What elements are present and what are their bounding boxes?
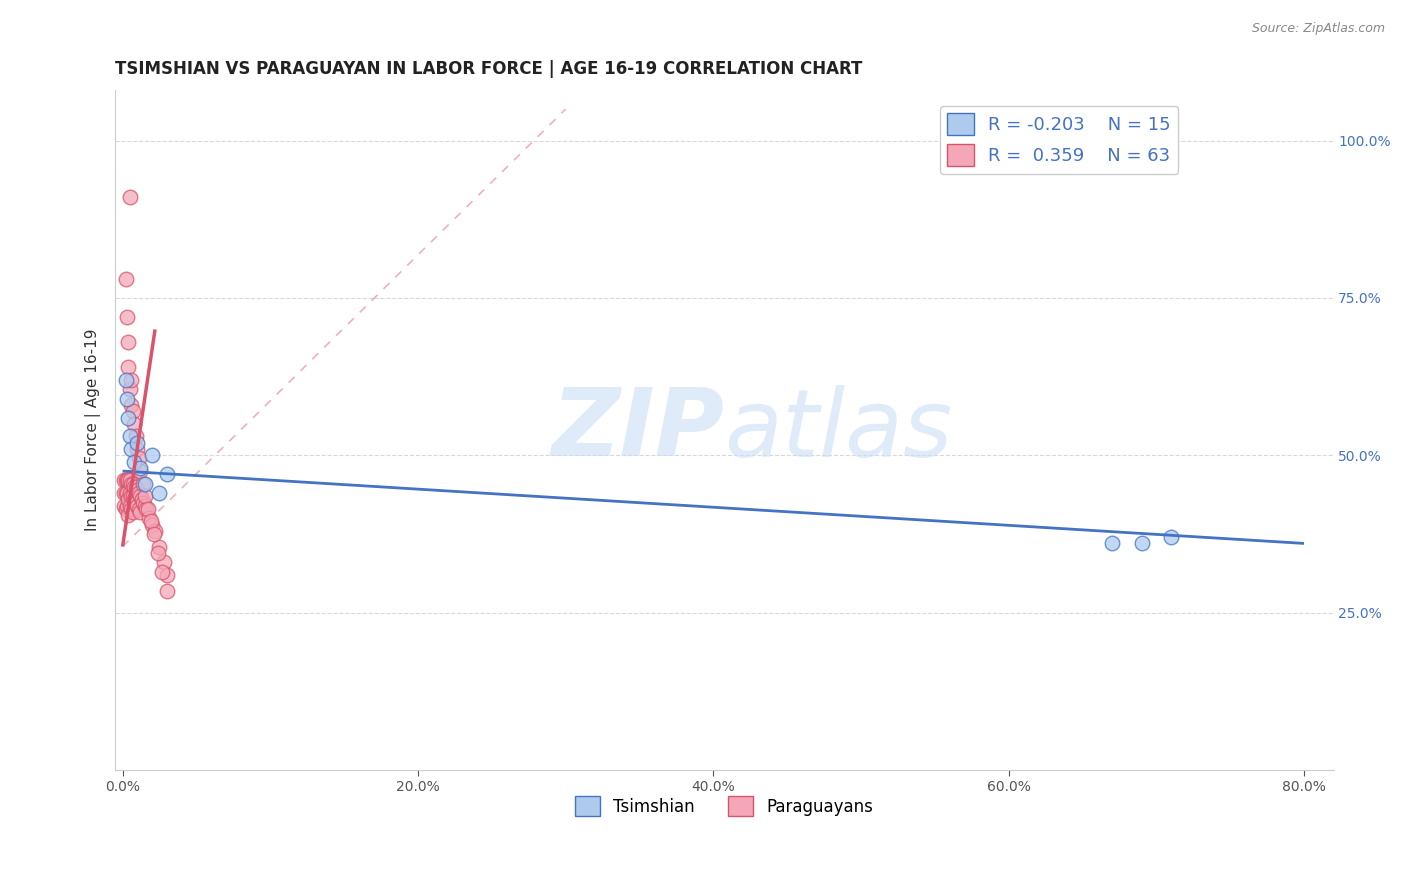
Point: [128, 501, 150, 516]
Point: [129, 505, 152, 519]
Point: [129, 489, 152, 503]
Point: [134, 499, 156, 513]
Point: [118, 499, 141, 513]
Point: [146, 546, 169, 560]
Point: [120, 501, 142, 516]
Point: [112, 499, 135, 513]
Point: [117, 508, 139, 522]
Point: [112, 486, 135, 500]
Point: [127, 442, 149, 456]
Point: [118, 486, 141, 500]
Point: [139, 515, 162, 529]
Y-axis label: In Labor Force | Age 16-19: In Labor Force | Age 16-19: [86, 329, 101, 532]
Point: [114, 373, 136, 387]
Point: [128, 451, 150, 466]
Point: [132, 476, 155, 491]
Point: [156, 567, 179, 582]
Point: [129, 464, 152, 478]
Point: [1130, 536, 1153, 550]
Point: [141, 517, 163, 532]
Point: [118, 190, 141, 204]
Point: [115, 310, 138, 324]
Point: [132, 495, 155, 509]
Point: [114, 474, 136, 488]
Point: [122, 404, 145, 418]
Point: [125, 429, 148, 443]
Text: atlas: atlas: [724, 384, 953, 475]
Point: [156, 583, 179, 598]
Point: [125, 480, 148, 494]
Point: [1160, 530, 1182, 544]
Point: [135, 501, 157, 516]
Point: [1101, 536, 1123, 550]
Legend: Tsimshian, Paraguayans: Tsimshian, Paraguayans: [568, 789, 880, 822]
Point: [114, 272, 136, 286]
Point: [117, 360, 139, 375]
Point: [127, 483, 149, 497]
Point: [125, 495, 148, 509]
Point: [115, 392, 138, 406]
Point: [120, 489, 142, 503]
Point: [120, 476, 142, 491]
Point: [143, 524, 166, 538]
Point: [122, 489, 145, 503]
Point: [127, 435, 149, 450]
Point: [131, 492, 153, 507]
Point: [117, 492, 139, 507]
Point: [124, 492, 146, 507]
Point: [138, 511, 160, 525]
Point: [115, 474, 138, 488]
Point: [115, 486, 138, 500]
Point: [124, 417, 146, 431]
Point: [124, 454, 146, 468]
Point: [117, 334, 139, 349]
Point: [122, 476, 145, 491]
Point: [141, 448, 163, 462]
Point: [120, 398, 142, 412]
Point: [134, 476, 156, 491]
Point: [120, 373, 142, 387]
Point: [129, 461, 152, 475]
Point: [128, 486, 150, 500]
Point: [115, 499, 138, 513]
Point: [118, 429, 141, 443]
Point: [152, 565, 174, 579]
Point: [127, 499, 149, 513]
Point: [134, 489, 156, 503]
Text: Source: ZipAtlas.com: Source: ZipAtlas.com: [1251, 22, 1385, 36]
Point: [142, 527, 165, 541]
Point: [156, 467, 179, 482]
Text: TSIMSHIAN VS PARAGUAYAN IN LABOR FORCE | AGE 16-19 CORRELATION CHART: TSIMSHIAN VS PARAGUAYAN IN LABOR FORCE |…: [115, 60, 862, 78]
Point: [117, 410, 139, 425]
Point: [117, 474, 139, 488]
Text: ZIP: ZIP: [551, 384, 724, 476]
Point: [124, 480, 146, 494]
Point: [118, 474, 141, 488]
Point: [153, 555, 176, 569]
Point: [118, 382, 141, 396]
Point: [112, 474, 135, 488]
Point: [114, 501, 136, 516]
Point: [120, 442, 142, 456]
Point: [122, 505, 145, 519]
Point: [114, 486, 136, 500]
Point: [148, 540, 170, 554]
Point: [148, 486, 170, 500]
Point: [136, 501, 159, 516]
